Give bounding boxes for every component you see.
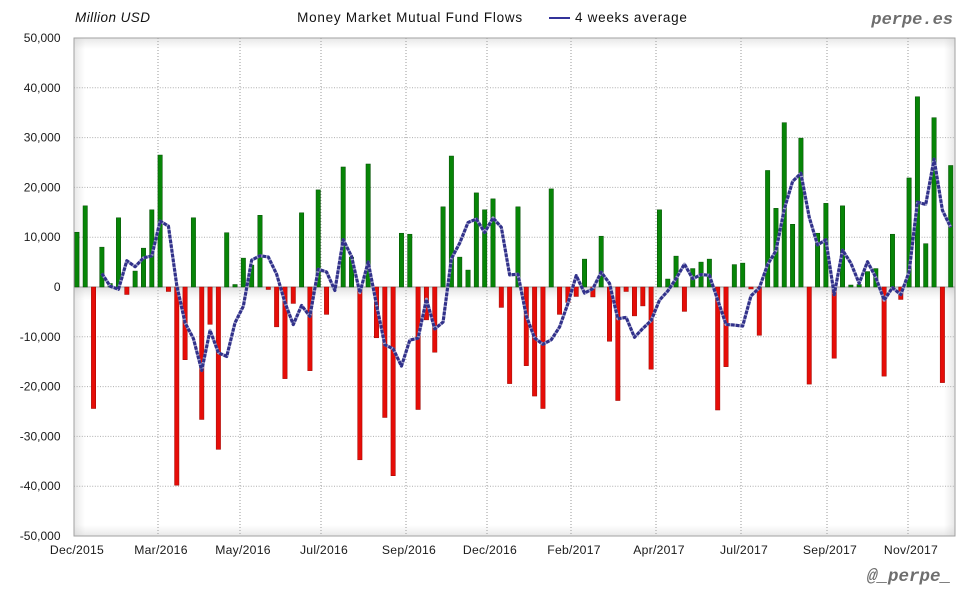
- svg-text:Money Market Mutual Fund Flows: Money Market Mutual Fund Flows: [297, 10, 523, 25]
- svg-text:perpe.es: perpe.es: [870, 11, 953, 30]
- svg-text:@_perpe_: @_perpe_: [867, 567, 951, 587]
- svg-text:40,000: 40,000: [24, 81, 61, 95]
- svg-text:May/2016: May/2016: [215, 543, 271, 557]
- svg-text:Nov/2017: Nov/2017: [884, 543, 938, 557]
- svg-text:Sep/2017: Sep/2017: [803, 543, 857, 557]
- svg-text:Dec/2015: Dec/2015: [50, 543, 104, 557]
- svg-text:Apr/2017: Apr/2017: [633, 543, 684, 557]
- svg-text:0: 0: [54, 280, 61, 294]
- svg-text:30,000: 30,000: [24, 131, 61, 145]
- svg-text:-50,000: -50,000: [20, 529, 61, 543]
- svg-text:Jul/2016: Jul/2016: [300, 543, 348, 557]
- svg-text:Mar/2016: Mar/2016: [134, 543, 188, 557]
- svg-text:-20,000: -20,000: [20, 380, 61, 394]
- svg-text:-10,000: -10,000: [20, 330, 61, 344]
- svg-text:Dec/2016: Dec/2016: [463, 543, 517, 557]
- svg-text:Million USD: Million USD: [75, 10, 150, 25]
- svg-text:Feb/2017: Feb/2017: [547, 543, 601, 557]
- svg-text:50,000: 50,000: [24, 31, 61, 45]
- svg-text:20,000: 20,000: [24, 180, 61, 194]
- svg-text:Sep/2016: Sep/2016: [382, 543, 436, 557]
- svg-text:4 weeks average: 4 weeks average: [575, 10, 688, 25]
- svg-text:-40,000: -40,000: [20, 479, 61, 493]
- svg-text:Jul/2017: Jul/2017: [720, 543, 768, 557]
- svg-text:10,000: 10,000: [24, 230, 61, 244]
- svg-text:-30,000: -30,000: [20, 429, 61, 443]
